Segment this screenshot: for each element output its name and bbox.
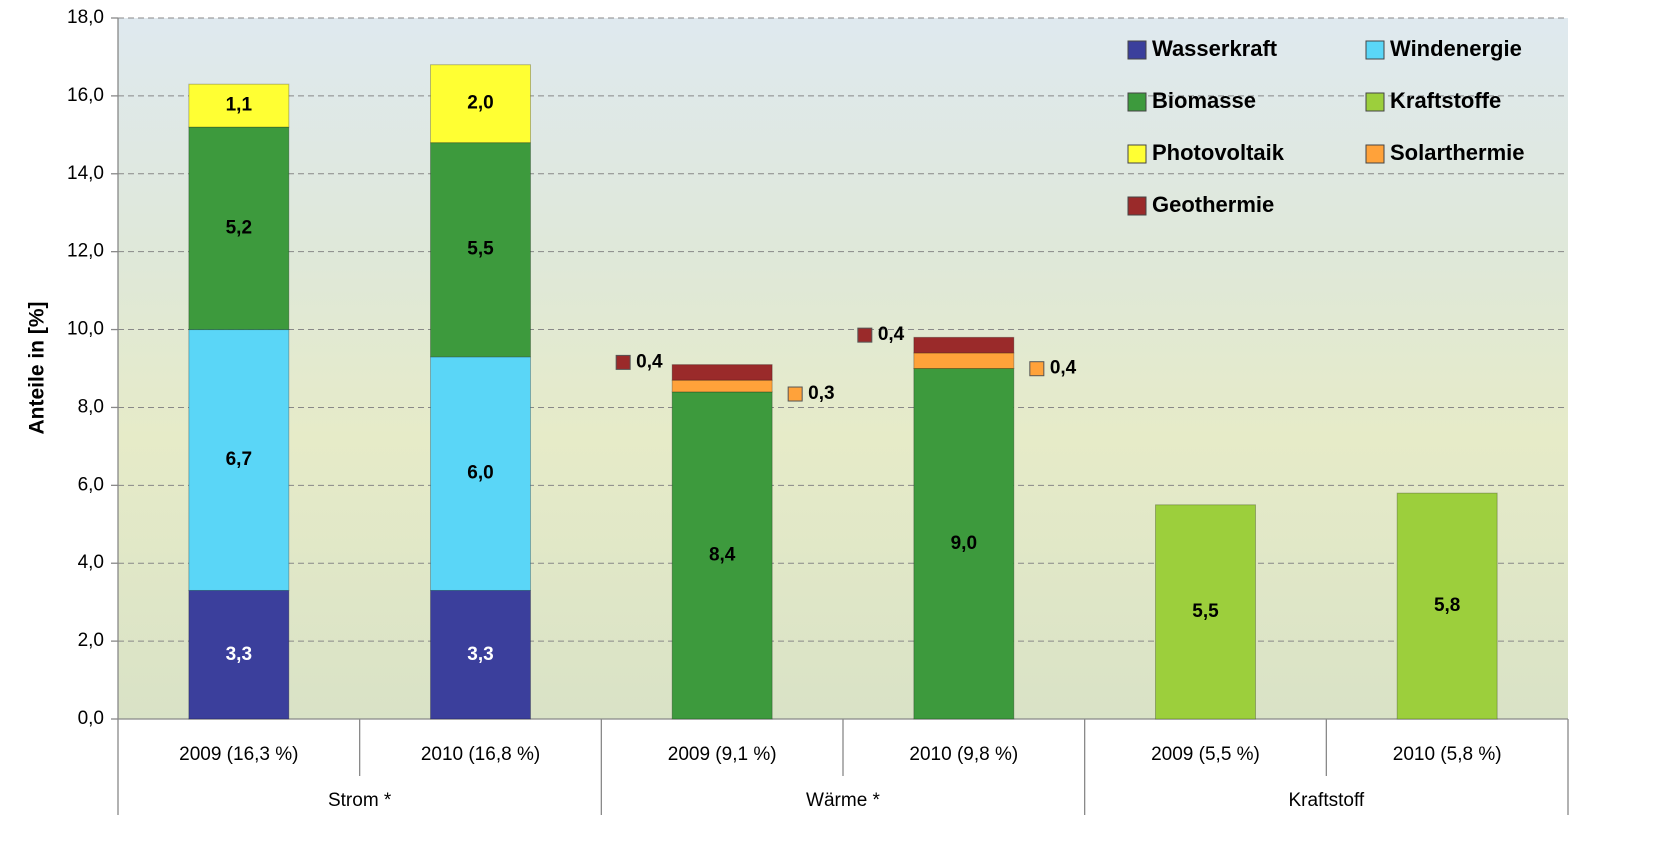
- bar-segment: [914, 353, 1014, 369]
- y-tick-label: 18,0: [67, 7, 104, 28]
- group-label: Kraftstoff: [1288, 790, 1364, 811]
- legend-label: Biomasse: [1152, 88, 1256, 113]
- legend-swatch: [1128, 93, 1146, 111]
- group-label: Strom *: [328, 790, 392, 811]
- legend-label: Wasserkraft: [1152, 36, 1278, 61]
- data-label: 3,3: [467, 644, 493, 665]
- data-label: 5,2: [226, 217, 252, 238]
- label-swatch: [1030, 362, 1044, 376]
- data-label: 9,0: [951, 533, 977, 554]
- legend-swatch: [1366, 93, 1384, 111]
- y-tick-label: 12,0: [67, 241, 104, 262]
- legend-label: Photovoltaik: [1152, 140, 1285, 165]
- group-label: Wärme *: [806, 790, 881, 811]
- label-swatch: [858, 328, 872, 342]
- legend-label: Solarthermie: [1390, 140, 1525, 165]
- y-tick-label: 16,0: [67, 85, 104, 106]
- data-label: 5,8: [1434, 595, 1460, 616]
- plot-background: [118, 18, 1568, 719]
- legend-label: Windenergie: [1390, 36, 1522, 61]
- legend-swatch: [1366, 41, 1384, 59]
- data-label: 0,3: [808, 383, 834, 404]
- bar-segment: [914, 337, 1014, 353]
- legend-swatch: [1128, 197, 1146, 215]
- data-label: 6,0: [467, 463, 493, 484]
- y-tick-label: 6,0: [78, 474, 104, 495]
- label-swatch: [616, 355, 630, 369]
- legend-label: Geothermie: [1152, 192, 1274, 217]
- data-label: 0,4: [636, 351, 663, 372]
- y-tick-label: 2,0: [78, 630, 104, 651]
- data-label: 0,4: [878, 324, 905, 345]
- bar-segment: [672, 380, 772, 392]
- data-label: 3,3: [226, 644, 252, 665]
- y-tick-label: 10,0: [67, 319, 104, 340]
- legend-swatch: [1128, 145, 1146, 163]
- data-label: 2,0: [467, 93, 493, 114]
- data-label: 8,4: [709, 544, 736, 565]
- x-tick-label: 2010 (9,8 %): [909, 744, 1018, 765]
- label-swatch: [788, 387, 802, 401]
- y-tick-label: 4,0: [78, 552, 104, 573]
- x-tick-label: 2010 (16,8 %): [421, 744, 540, 765]
- data-label: 6,7: [226, 449, 252, 470]
- bar-segment: [672, 365, 772, 381]
- x-tick-label: 2009 (16,3 %): [179, 744, 298, 765]
- legend-label: Kraftstoffe: [1390, 88, 1501, 113]
- data-label: 0,4: [1050, 358, 1077, 379]
- x-tick-label: 2009 (9,1 %): [668, 744, 777, 765]
- y-axis-title: Anteile in [%]: [26, 301, 49, 434]
- y-tick-label: 0,0: [78, 708, 104, 729]
- data-label: 5,5: [467, 239, 494, 260]
- legend-swatch: [1366, 145, 1384, 163]
- data-label: 1,1: [226, 95, 253, 116]
- x-tick-label: 2009 (5,5 %): [1151, 744, 1260, 765]
- y-tick-label: 8,0: [78, 396, 104, 417]
- data-label: 5,5: [1192, 601, 1219, 622]
- legend-swatch: [1128, 41, 1146, 59]
- x-tick-label: 2010 (5,8 %): [1393, 744, 1502, 765]
- chart: Anteile in [%] 0,0 2,0 4,0 6,0 8,0 10,0 12,0 14…: [0, 0, 1659, 860]
- y-tick-label: 14,0: [67, 163, 104, 184]
